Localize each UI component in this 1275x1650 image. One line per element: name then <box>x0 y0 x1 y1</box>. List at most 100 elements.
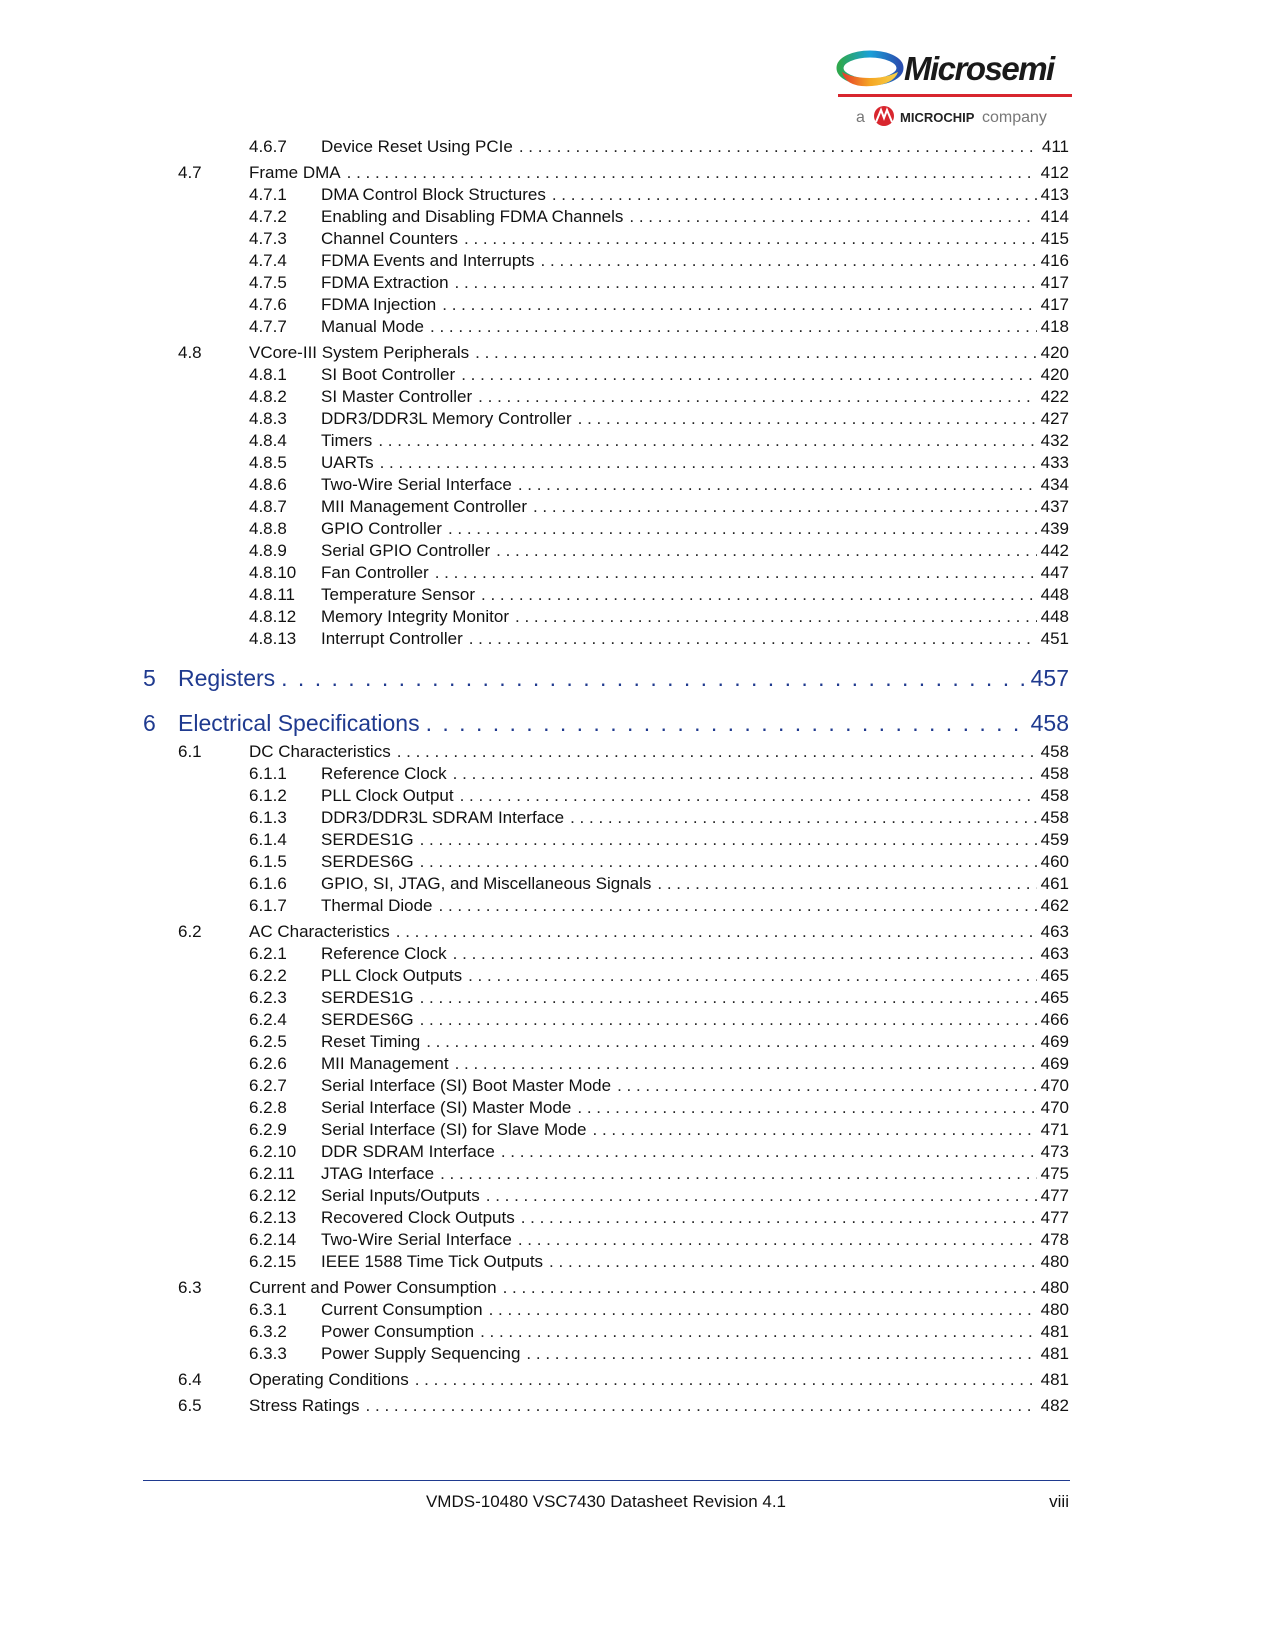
toc-entry[interactable]: 6.2.14 Two-Wire Serial Interface . . . . … <box>0 1228 1275 1252</box>
toc-entry-number: 6.3.2 <box>249 1322 287 1341</box>
toc-entry[interactable]: 6.2.10 DDR SDRAM Interface . . . . . . . … <box>0 1140 1275 1164</box>
toc-entry[interactable]: 4.6.7 Device Reset Using PCIe . . . . . .… <box>0 135 1275 159</box>
toc-entry[interactable]: 4.8.3 DDR3/DDR3L Memory Controller . . . … <box>0 407 1275 431</box>
toc-entry[interactable]: 4.7 Frame DMA . . . . . . . . . . . . . .… <box>0 161 1275 185</box>
toc-entry[interactable]: 4.8.1 SI Boot Controller . . . . . . . . … <box>0 363 1275 387</box>
toc-entry-title: Temperature Sensor <box>321 585 476 604</box>
toc-entry[interactable]: 4.7.1 DMA Control Block Structures . . . … <box>0 183 1275 207</box>
dot-leader: . . . . . . . . . . . . . . . . . . . . … <box>452 764 1037 783</box>
toc-entry[interactable]: 4.8.4 Timers . . . . . . . . . . . . . . … <box>0 429 1275 453</box>
toc-entry-title: FDMA Extraction <box>321 273 449 292</box>
toc-entry-page: 458 <box>1040 764 1069 783</box>
toc-entry[interactable]: 6.2.15 IEEE 1588 Time Tick Outputs . . . … <box>0 1250 1275 1274</box>
toc-entry[interactable]: 6.1.2 PLL Clock Output . . . . . . . . . … <box>0 784 1275 808</box>
toc-entry[interactable]: 4.8 VCore-III System Peripherals . . . . … <box>0 341 1275 365</box>
toc-entry[interactable]: 6.2.2 PLL Clock Outputs . . . . . . . . .… <box>0 964 1275 988</box>
toc-entry[interactable]: 6.2.1 Reference Clock . . . . . . . . . .… <box>0 942 1275 966</box>
toc-entry[interactable]: 6.2.7 Serial Interface (SI) Boot Master M… <box>0 1074 1275 1098</box>
toc-entry[interactable]: 4.7.5 FDMA Extraction . . . . . . . . . .… <box>0 271 1275 295</box>
toc-entry[interactable]: 4.7.4 FDMA Events and Interrupts . . . . … <box>0 249 1275 273</box>
toc-entry[interactable]: 4.8.9 Serial GPIO Controller . . . . . . … <box>0 539 1275 563</box>
toc-entry[interactable]: 5 Registers . . . . . . . . . . . . . . .… <box>0 662 1275 694</box>
toc-entry-title: Channel Counters <box>321 229 459 248</box>
toc-entry-number: 4.7.4 <box>249 251 287 270</box>
toc-entry-number: 4.8.4 <box>249 431 287 450</box>
toc-entry-page: 477 <box>1040 1186 1069 1205</box>
toc-entry[interactable]: 6.4 Operating Conditions . . . . . . . . … <box>0 1368 1275 1392</box>
toc-entry[interactable]: 6.1.1 Reference Clock . . . . . . . . . .… <box>0 762 1275 786</box>
toc-entry[interactable]: 4.8.8 GPIO Controller . . . . . . . . . .… <box>0 517 1275 541</box>
toc-entry[interactable]: 6.2.4 SERDES6G . . . . . . . . . . . . . … <box>0 1008 1275 1032</box>
toc-entry[interactable]: 4.8.10 Fan Controller . . . . . . . . . .… <box>0 561 1275 585</box>
toc-entry[interactable]: 6.1.4 SERDES1G . . . . . . . . . . . . . … <box>0 828 1275 852</box>
toc-entry-title: Device Reset Using PCIe <box>321 137 513 156</box>
toc-entry-title: DDR3/DDR3L SDRAM Interface <box>321 808 565 827</box>
toc-entry-title: MII Management <box>321 1054 449 1073</box>
toc-entry[interactable]: 4.8.7 MII Management Controller . . . . .… <box>0 495 1275 519</box>
toc-entry-number: 4.7.3 <box>249 229 287 248</box>
toc-entry[interactable]: 6.1.7 Thermal Diode . . . . . . . . . . .… <box>0 894 1275 918</box>
toc-entry[interactable]: 6.3 Current and Power Consumption . . . .… <box>0 1276 1275 1300</box>
toc-entry-page: 437 <box>1040 497 1069 516</box>
toc-entry[interactable]: 4.7.3 Channel Counters . . . . . . . . . … <box>0 227 1275 251</box>
toc-entry-number: 4.8.7 <box>249 497 287 516</box>
toc-entry[interactable]: 4.8.2 SI Master Controller . . . . . . . … <box>0 385 1275 409</box>
toc-entry-page: 439 <box>1040 519 1069 538</box>
toc-entry[interactable]: 6.1 DC Characteristics . . . . . . . . . … <box>0 740 1275 764</box>
toc-entry[interactable]: 6.2.6 MII Management . . . . . . . . . . … <box>0 1052 1275 1076</box>
toc-entry-number: 6.2.13 <box>249 1208 297 1227</box>
toc-entry[interactable]: 6.3.3 Power Supply Sequencing . . . . . .… <box>0 1342 1275 1366</box>
svg-text:MICROCHIP: MICROCHIP <box>900 110 975 125</box>
toc-entry[interactable]: 4.7.7 Manual Mode . . . . . . . . . . . .… <box>0 315 1275 339</box>
toc-entry-page: 470 <box>1040 1076 1069 1095</box>
toc-entry-page: 432 <box>1040 431 1069 450</box>
toc-entry-page: 463 <box>1040 944 1069 963</box>
toc-entry-title: DMA Control Block Structures <box>321 185 546 204</box>
toc-entry-page: 418 <box>1040 317 1069 336</box>
toc-entry[interactable]: 4.7.6 FDMA Injection . . . . . . . . . . … <box>0 293 1275 317</box>
dot-leader: . . . . . . . . . . . . . . . . . . . . … <box>447 519 1037 538</box>
toc-entry-title: SI Master Controller <box>321 387 473 406</box>
dot-leader: . . . . . . . . . . . . . . . . . . . . … <box>502 1278 1037 1297</box>
toc-entry[interactable]: 6.1.6 GPIO, SI, JTAG, and Miscellaneous S… <box>0 872 1275 896</box>
toc-entry-page: 477 <box>1040 1208 1069 1227</box>
toc-entry[interactable]: 4.8.6 Two-Wire Serial Interface . . . . .… <box>0 473 1275 497</box>
toc-entry-page: 466 <box>1040 1010 1069 1029</box>
toc-entry-page: 457 <box>1030 664 1069 691</box>
toc-entry[interactable]: 4.8.12 Memory Integrity Monitor . . . . .… <box>0 605 1275 629</box>
toc-entry-title: GPIO Controller <box>321 519 442 538</box>
toc-entry[interactable]: 6.2.11 JTAG Interface . . . . . . . . . .… <box>0 1162 1275 1186</box>
toc-entry[interactable]: 6.2.5 Reset Timing . . . . . . . . . . . … <box>0 1030 1275 1054</box>
toc-entry-page: 458 <box>1040 808 1069 827</box>
toc-entry-page: 459 <box>1040 830 1069 849</box>
toc-entry[interactable]: 6.2.9 Serial Interface (SI) for Slave Mod… <box>0 1118 1275 1142</box>
toc-entry[interactable]: 6.3.2 Power Consumption . . . . . . . . .… <box>0 1320 1275 1344</box>
toc-entry-number: 6.4 <box>178 1370 202 1389</box>
toc-entry[interactable]: 4.8.13 Interrupt Controller . . . . . . .… <box>0 627 1275 651</box>
toc-entry-title: MII Management Controller <box>321 497 527 516</box>
toc-entry[interactable]: 4.8.11 Temperature Sensor . . . . . . . .… <box>0 583 1275 607</box>
dot-leader: . . . . . . . . . . . . . . . . . . . . … <box>488 1300 1037 1319</box>
toc-entry[interactable]: 6.2.3 SERDES1G . . . . . . . . . . . . . … <box>0 986 1275 1010</box>
toc-entry-number: 6.5 <box>178 1396 202 1415</box>
dot-leader: . . . . . . . . . . . . . . . . . . . . … <box>365 1396 1037 1415</box>
toc-entry[interactable]: 6.5 Stress Ratings . . . . . . . . . . . … <box>0 1394 1275 1418</box>
toc-entry[interactable]: 6.1.5 SERDES6G . . . . . . . . . . . . . … <box>0 850 1275 874</box>
toc-entry-number: 6.2.4 <box>249 1010 287 1029</box>
toc-entry-number: 4.8.12 <box>249 607 297 626</box>
toc-entry[interactable]: 6.3.1 Current Consumption . . . . . . . .… <box>0 1298 1275 1322</box>
toc-entry[interactable]: 4.7.2 Enabling and Disabling FDMA Channel… <box>0 205 1275 229</box>
toc-entry[interactable]: 4.8.5 UARTs . . . . . . . . . . . . . . .… <box>0 451 1275 475</box>
toc-entry[interactable]: 6.2.12 Serial Inputs/Outputs . . . . . . … <box>0 1184 1275 1208</box>
toc-entry[interactable]: 6 Electrical Specifications . . . . . . .… <box>0 707 1275 739</box>
toc-entry[interactable]: 6.2 AC Characteristics . . . . . . . . . … <box>0 920 1275 944</box>
toc-entry[interactable]: 6.1.3 DDR3/DDR3L SDRAM Interface . . . . … <box>0 806 1275 830</box>
toc-entry-title: Thermal Diode <box>321 896 433 915</box>
toc-entry-title: Power Supply Sequencing <box>321 1344 521 1363</box>
toc-entry-title: Manual Mode <box>321 317 425 336</box>
toc-entry[interactable]: 6.2.8 Serial Interface (SI) Master Mode .… <box>0 1096 1275 1120</box>
toc-entry-number: 4.6.7 <box>249 137 287 156</box>
toc-entry-title: Timers <box>321 431 373 450</box>
toc-entry-title: DDR SDRAM Interface <box>321 1142 495 1161</box>
toc-entry[interactable]: 6.2.13 Recovered Clock Outputs . . . . . … <box>0 1206 1275 1230</box>
